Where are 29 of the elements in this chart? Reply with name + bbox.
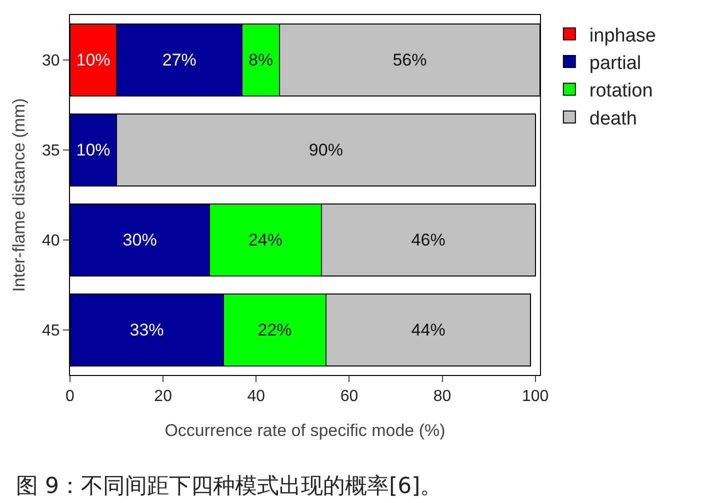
data-label: 30% — [122, 230, 157, 250]
data-label: 44% — [411, 320, 446, 340]
data-label: 27% — [162, 50, 196, 70]
x-tick-label: 0 — [66, 388, 75, 406]
data-label: 10% — [76, 140, 110, 160]
caption: 图 9：不同间距下四种模式出现的概率[6]。 — [16, 474, 442, 499]
y-tick-label: 45 — [42, 322, 60, 340]
data-label: 10% — [76, 50, 110, 70]
y-tick-label: 40 — [42, 232, 60, 250]
data-label: 56% — [392, 50, 427, 70]
data-label: 8% — [248, 50, 274, 70]
data-label: 90% — [308, 140, 343, 160]
legend-label: rotation — [589, 80, 653, 102]
legend-label: death — [589, 108, 637, 130]
y-tick-label: 35 — [42, 142, 60, 160]
x-axis-title: Occurrence rate of specific mode (%) — [164, 421, 446, 440]
x-tick-label: 40 — [247, 388, 266, 406]
legend-label: inphase — [589, 25, 656, 46]
data-label: 46% — [411, 230, 446, 250]
x-tick-label: 80 — [433, 388, 452, 406]
x-tick-label: 100 — [522, 388, 549, 406]
y-tick-label: 30 — [42, 52, 60, 70]
x-tick-label: 20 — [154, 388, 172, 406]
data-label: 22% — [258, 320, 292, 340]
legend-label: partial — [589, 52, 642, 74]
x-tick-label: 60 — [340, 388, 358, 406]
y-axis-title: Inter-flame distance (mm) — [10, 98, 29, 292]
data-label: 33% — [130, 320, 164, 340]
data-label: 24% — [248, 230, 282, 250]
